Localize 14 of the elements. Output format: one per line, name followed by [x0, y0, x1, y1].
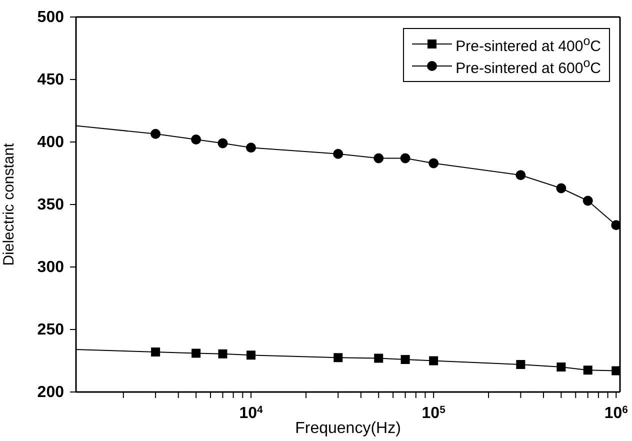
x-tick-label: 10$^{5}$: [422, 404, 446, 422]
y-tick-label: 450: [37, 72, 64, 88]
y-tick-label: 350: [37, 196, 64, 214]
x-tick-label: 10$^{6}$: [604, 404, 628, 422]
x-tick-label: 10$^{4}$: [239, 404, 264, 422]
y-tick-label: 200: [37, 384, 64, 401]
y-axis-title: Dielectric constant: [0, 142, 18, 266]
y-tick-label: 250: [37, 322, 64, 338]
legend-label: Pre-sintered at 600$^{o}$C: [456, 56, 601, 76]
y-tick-label: 300: [37, 259, 64, 276]
y-tick-label: 500: [37, 9, 64, 26]
y-tick-label: 400: [37, 134, 64, 151]
x-axis-title: Frequency(Hz): [295, 420, 401, 437]
legend-label: Pre-sintered at 400$^{o}$C: [456, 34, 601, 54]
